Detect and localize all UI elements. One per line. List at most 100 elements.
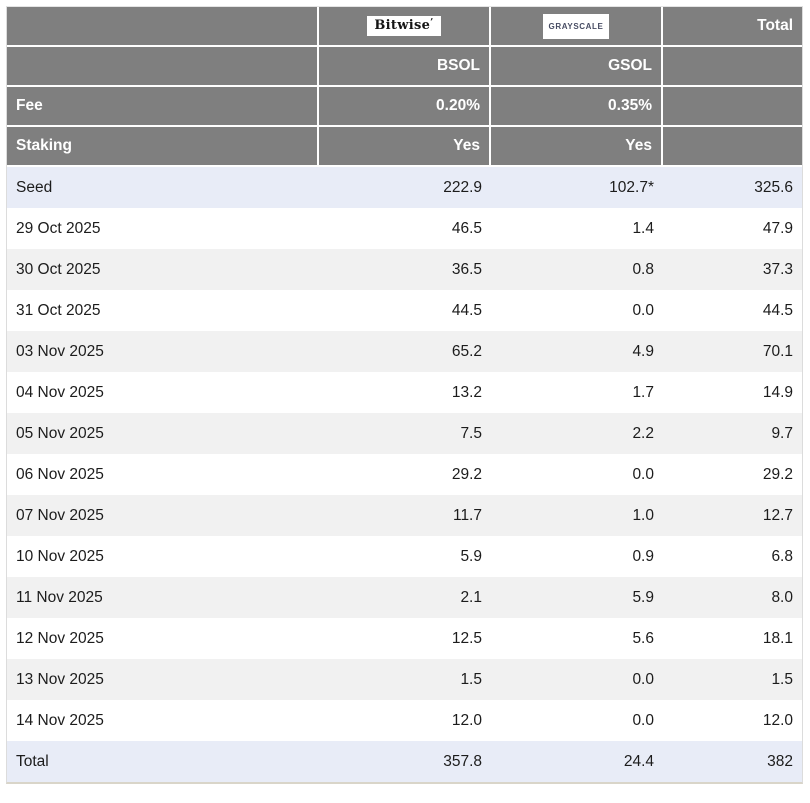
row-value-bsol: 13.2: [451, 383, 482, 401]
table-row: 03 Nov 2025 65.2 4.9 70.1: [7, 331, 802, 372]
row-value-bsol: 11.7: [452, 506, 482, 524]
row-label: 14 Nov 2025: [16, 711, 104, 729]
row-label: 12 Nov 2025: [16, 629, 104, 647]
row-label: 10 Nov 2025: [16, 547, 104, 565]
staking-total-empty-cell: [663, 127, 802, 167]
row-value-total: 12.7: [762, 506, 793, 524]
row-value-total: 9.7: [771, 424, 793, 442]
row-value-gsol: 0.0: [632, 465, 654, 483]
row-value-gsol: 1.0: [632, 506, 654, 524]
row-label: 29 Oct 2025: [16, 219, 101, 237]
row-value-bsol: 2.1: [460, 588, 482, 606]
staking-row: Staking Yes Yes: [7, 127, 802, 167]
row-value-gsol: 4.9: [632, 342, 654, 360]
bitwise-logo: Bitwise: [367, 16, 441, 36]
flows-table-container: Bitwise GRAYSCALE Total BSOL GSOL Fee 0.…: [6, 6, 803, 784]
row-value-total: 70.1: [762, 342, 793, 360]
row-label: Seed: [16, 178, 53, 196]
table-body: Seed 222.9 102.7* 325.6 29 Oct 2025 46.5 1.4 47…: [7, 167, 802, 782]
row-label: Total: [16, 752, 49, 770]
row-value-gsol: 5.9: [632, 588, 654, 606]
row-value-bsol: 36.5: [451, 260, 482, 278]
table-row: 07 Nov 2025 11.7 1.0 12.7: [7, 495, 802, 536]
row-value-gsol: 2.2: [632, 424, 654, 442]
table-row: 05 Nov 2025 7.5 2.2 9.7: [7, 413, 802, 454]
staking-gsol-value: Yes: [491, 127, 663, 167]
fee-total-empty-cell: [663, 87, 802, 127]
table-header: Bitwise GRAYSCALE Total BSOL GSOL Fee 0.…: [7, 7, 802, 167]
brand-header-row: Bitwise GRAYSCALE Total: [7, 7, 802, 47]
total-column-header: Total: [663, 7, 802, 47]
bsol-ticker-cell: BSOL: [319, 47, 491, 87]
row-label: 11 Nov 2025: [16, 588, 103, 606]
row-label: 30 Oct 2025: [16, 260, 101, 278]
row-value-gsol: 1.7: [632, 383, 654, 401]
ticker-header-row: BSOL GSOL: [7, 47, 802, 87]
table-row: Total 357.8 24.4 382: [7, 741, 802, 782]
table-row: 29 Oct 2025 46.5 1.4 47.9: [7, 208, 802, 249]
row-label: 07 Nov 2025: [16, 506, 104, 524]
row-value-bsol: 44.5: [451, 301, 482, 319]
ticker-total-empty-cell: [663, 47, 802, 87]
row-value-gsol: 0.0: [632, 301, 654, 319]
fee-bsol-value: 0.20%: [319, 87, 491, 127]
row-value-bsol: 12.5: [451, 629, 482, 647]
table-row: 12 Nov 2025 12.5 5.6 18.1: [7, 618, 802, 659]
fee-gsol-value: 0.35%: [491, 87, 663, 127]
grayscale-header-cell: GRAYSCALE: [491, 7, 663, 47]
row-value-bsol: 7.5: [460, 424, 482, 442]
row-value-total: 12.0: [762, 711, 793, 729]
row-value-gsol: 5.6: [632, 629, 654, 647]
row-value-total: 8.0: [771, 588, 793, 606]
bitwise-header-cell: Bitwise: [319, 7, 491, 47]
table-row: 06 Nov 2025 29.2 0.0 29.2: [7, 454, 802, 495]
row-value-bsol: 222.9: [443, 178, 482, 196]
ticker-empty-cell: [7, 47, 319, 87]
table-row: Seed 222.9 102.7* 325.6: [7, 167, 802, 208]
row-value-bsol: 29.2: [451, 465, 482, 483]
fee-label: Fee: [7, 87, 319, 127]
table-row: 10 Nov 2025 5.9 0.9 6.8: [7, 536, 802, 577]
brand-empty-cell: [7, 7, 319, 47]
row-value-bsol: 1.5: [460, 670, 482, 688]
row-value-total: 325.6: [754, 178, 793, 196]
row-value-total: 29.2: [762, 465, 793, 483]
row-value-gsol: 0.8: [632, 260, 654, 278]
table-row: 11 Nov 2025 2.1 5.9 8.0: [7, 577, 802, 618]
row-value-bsol: 357.8: [443, 752, 482, 770]
row-value-total: 382: [767, 752, 793, 770]
row-value-total: 14.9: [762, 383, 793, 401]
grayscale-logo: GRAYSCALE: [542, 13, 610, 39]
row-value-gsol: 0.0: [632, 670, 654, 688]
row-value-total: 44.5: [762, 301, 793, 319]
row-value-bsol: 12.0: [451, 711, 482, 729]
row-value-bsol: 46.5: [451, 219, 482, 237]
row-value-gsol: 0.0: [632, 711, 654, 729]
table-row: 30 Oct 2025 36.5 0.8 37.3: [7, 249, 802, 290]
row-value-total: 47.9: [762, 219, 793, 237]
row-value-gsol: 0.9: [632, 547, 654, 565]
table-row: 31 Oct 2025 44.5 0.0 44.5: [7, 290, 802, 331]
row-value-gsol: 1.4: [632, 219, 654, 237]
gsol-ticker-cell: GSOL: [491, 47, 663, 87]
row-value-bsol: 65.2: [451, 342, 482, 360]
staking-bsol-value: Yes: [319, 127, 491, 167]
row-value-total: 37.3: [762, 260, 793, 278]
row-value-bsol: 5.9: [460, 547, 482, 565]
row-label: 04 Nov 2025: [16, 383, 104, 401]
staking-label: Staking: [7, 127, 319, 167]
fee-row: Fee 0.20% 0.35%: [7, 87, 802, 127]
row-label: 13 Nov 2025: [16, 670, 104, 688]
table-row: 13 Nov 2025 1.5 0.0 1.5: [7, 659, 802, 700]
etf-flows-table: Bitwise GRAYSCALE Total BSOL GSOL Fee 0.…: [7, 7, 802, 782]
row-label: 05 Nov 2025: [16, 424, 104, 442]
row-value-gsol: 24.4: [623, 752, 654, 770]
row-value-total: 1.5: [771, 670, 793, 688]
row-label: 06 Nov 2025: [16, 465, 104, 483]
row-label: 31 Oct 2025: [16, 301, 101, 319]
row-value-gsol: 102.7*: [609, 178, 654, 196]
row-value-total: 18.1: [762, 629, 793, 647]
table-row: 04 Nov 2025 13.2 1.7 14.9: [7, 372, 802, 413]
row-label: 03 Nov 2025: [16, 342, 104, 360]
row-value-total: 6.8: [771, 547, 793, 565]
